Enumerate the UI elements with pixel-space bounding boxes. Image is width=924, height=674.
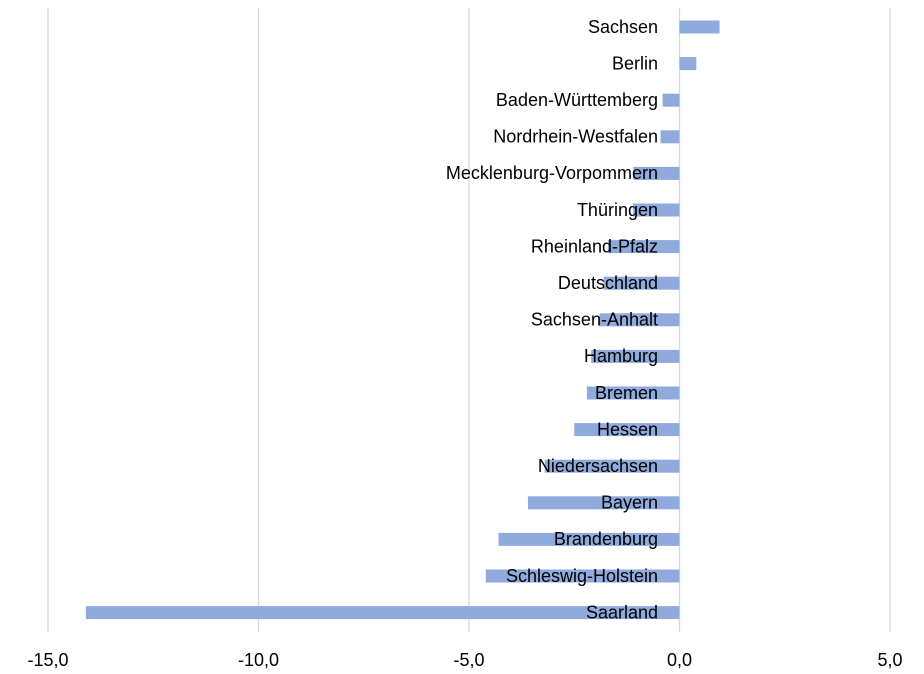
category-label: Rheinland-Pfalz (531, 236, 658, 256)
category-label: Brandenburg (554, 529, 658, 549)
bar (679, 57, 697, 71)
x-tick-label: -5,0 (453, 650, 484, 670)
x-tick-label: -10,0 (238, 650, 279, 670)
bar (485, 569, 680, 583)
bar (603, 276, 680, 290)
bar (527, 496, 680, 510)
category-label: Hessen (597, 419, 658, 439)
bar (574, 423, 680, 437)
category-label: Thüringen (577, 200, 658, 220)
category-label: Bayern (601, 493, 658, 513)
bar (660, 130, 680, 144)
category-label: Niedersachsen (538, 456, 658, 476)
bar (498, 532, 680, 546)
bar (586, 386, 680, 400)
category-label: Sachsen-Anhalt (531, 310, 658, 330)
category-label: Nordrhein-Westfalen (493, 127, 658, 147)
bar (679, 20, 720, 34)
bar (85, 606, 680, 620)
bar (599, 313, 680, 327)
category-label: Sachsen (588, 17, 658, 37)
x-tick-label: 0,0 (667, 650, 692, 670)
category-label: Deutschland (558, 273, 658, 293)
bar (633, 166, 680, 180)
category-label: Bremen (595, 383, 658, 403)
category-label: Hamburg (584, 346, 658, 366)
category-label: Baden-Württemberg (496, 90, 658, 110)
bar (544, 459, 680, 473)
x-tick-label: -15,0 (27, 650, 68, 670)
bar (662, 93, 680, 107)
bar (591, 349, 680, 363)
category-label: Berlin (612, 53, 658, 73)
bar (633, 203, 680, 217)
x-tick-label: 5,0 (877, 650, 902, 670)
category-label: Saarland (586, 602, 658, 622)
category-label: Schleswig-Holstein (506, 566, 658, 586)
category-label: Mecklenburg-Vorpommern (446, 163, 658, 183)
bar (607, 240, 680, 254)
